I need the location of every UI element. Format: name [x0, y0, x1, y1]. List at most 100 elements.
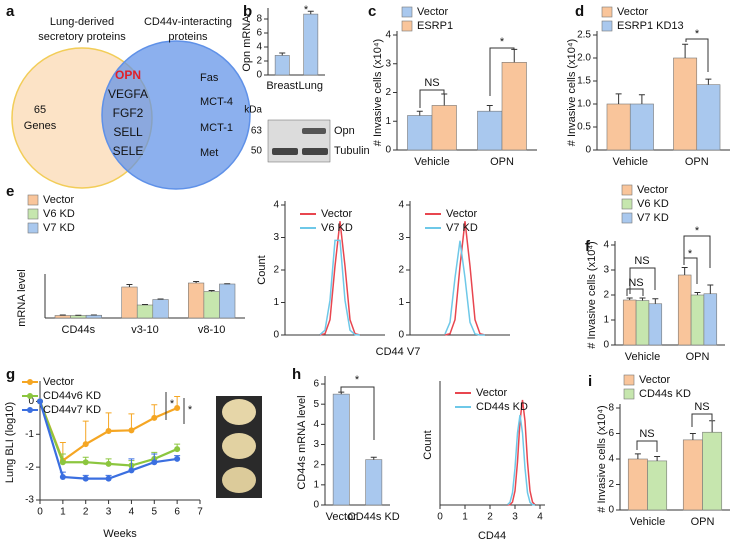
legend-label: V6 KD [321, 222, 353, 234]
y-tick-label: 3 [385, 58, 391, 69]
bar [274, 55, 290, 76]
blot-marker: 50 [251, 146, 263, 157]
legend-swatch [27, 222, 39, 234]
legend-swatch [27, 194, 39, 206]
bar [332, 393, 350, 506]
annotation: NS [634, 255, 649, 267]
venn-left-only: 65 [34, 104, 46, 116]
error-bar [105, 412, 112, 431]
x-tick-label: Vehicle [414, 156, 449, 168]
legend-label: Vector [417, 6, 449, 18]
y-axis-label: Count [422, 430, 434, 459]
y-tick-label: 2 [385, 87, 391, 98]
point [174, 455, 181, 462]
y-tick-label: 4 [273, 200, 279, 211]
y-tick-label: 0 [603, 340, 609, 351]
error-bar [486, 104, 493, 112]
y-tick-label: 1.5 [577, 76, 591, 87]
error-bar [157, 298, 164, 300]
venn-right-only: Met [200, 147, 218, 159]
point [174, 405, 181, 411]
error-bar [639, 297, 646, 301]
x-tick-label: Breast [266, 80, 298, 92]
line [444, 240, 485, 336]
legend-swatch [621, 198, 633, 210]
y-axis-label: Lung BLI (log10) [4, 402, 16, 483]
y-tick-label: 1 [273, 297, 279, 308]
y-tick-label: 3 [398, 232, 404, 243]
legend-label: CD44s KD [476, 401, 528, 413]
point [151, 459, 158, 466]
y-axis-label: Count [256, 255, 268, 284]
legend-label: ESRP1 KD13 [617, 20, 684, 32]
x-tick-label: Vehicle [613, 156, 648, 168]
y-tick-label: 1.0 [577, 99, 591, 110]
y-tick-label: 6 [313, 379, 319, 390]
bar [203, 291, 220, 319]
bar [136, 304, 154, 319]
legend-swatch [623, 374, 635, 386]
annotation: * [188, 404, 193, 416]
panel-letter: e [6, 183, 14, 200]
legend-swatch [27, 407, 33, 413]
x-tick-label: OPN [686, 351, 710, 363]
error-bar [709, 420, 716, 433]
legend-swatch [27, 393, 33, 399]
blot-band-label: Opn [334, 125, 355, 137]
y-tick-label: 4 [398, 200, 404, 211]
legend-label: Vector [637, 184, 669, 196]
y-tick-label: 2 [273, 265, 279, 276]
panel-letter: c [368, 3, 376, 20]
y-tick-label: 1 [313, 479, 319, 490]
x-axis-label: CD44 V7 [376, 346, 421, 358]
bar [627, 458, 648, 511]
error-bar [126, 284, 133, 287]
error-bar [208, 290, 215, 292]
legend-label: Vector [321, 208, 353, 220]
y-tick-label: 1 [603, 315, 609, 326]
legend-label: CD44v6 KD [43, 390, 101, 402]
point [151, 414, 158, 421]
legend-label: Vector [476, 387, 508, 399]
y-tick-label: 1 [398, 297, 404, 308]
y-tick-label: -3 [25, 495, 34, 506]
legend-swatch [621, 184, 633, 196]
bracket [685, 38, 709, 72]
y-axis-label: mRNA level [16, 269, 28, 326]
legend-swatch [401, 20, 413, 32]
lung-photos [216, 396, 262, 498]
error-bar [370, 456, 377, 460]
error-bar [682, 43, 689, 58]
panel-letter: g [6, 366, 15, 383]
x-tick-label: OPN [691, 516, 715, 528]
venn-right-only: Fas [200, 72, 219, 84]
legend-swatch [27, 208, 39, 220]
venn-left-only: Genes [24, 120, 57, 132]
error-bar [441, 93, 448, 106]
x-tick-label: 7 [197, 507, 203, 518]
x-tick-label: 4 [129, 507, 135, 518]
y-tick-label: 0 [273, 330, 279, 341]
legend-label: Vector [446, 208, 478, 220]
bar [677, 274, 692, 346]
bar [477, 110, 503, 151]
panel-letter: b [243, 3, 252, 20]
bar [606, 103, 631, 151]
venn-left-title: Lung-derived [50, 16, 114, 28]
error-bar [705, 78, 712, 85]
legend-label: V7 KD [446, 222, 478, 234]
y-tick-label: 0 [28, 396, 34, 407]
annotation: * [695, 225, 700, 237]
error-bar [654, 455, 661, 461]
legend-swatch [623, 388, 635, 400]
point [174, 446, 181, 453]
point [37, 398, 43, 405]
annotation: * [500, 36, 505, 48]
venn-left-title: secretory proteins [38, 31, 126, 43]
blot-band [302, 148, 328, 155]
y-tick-label: 1 [385, 116, 391, 127]
x-tick-label: OPN [685, 156, 709, 168]
point [82, 459, 89, 466]
venn-shared: SELE [113, 144, 144, 158]
